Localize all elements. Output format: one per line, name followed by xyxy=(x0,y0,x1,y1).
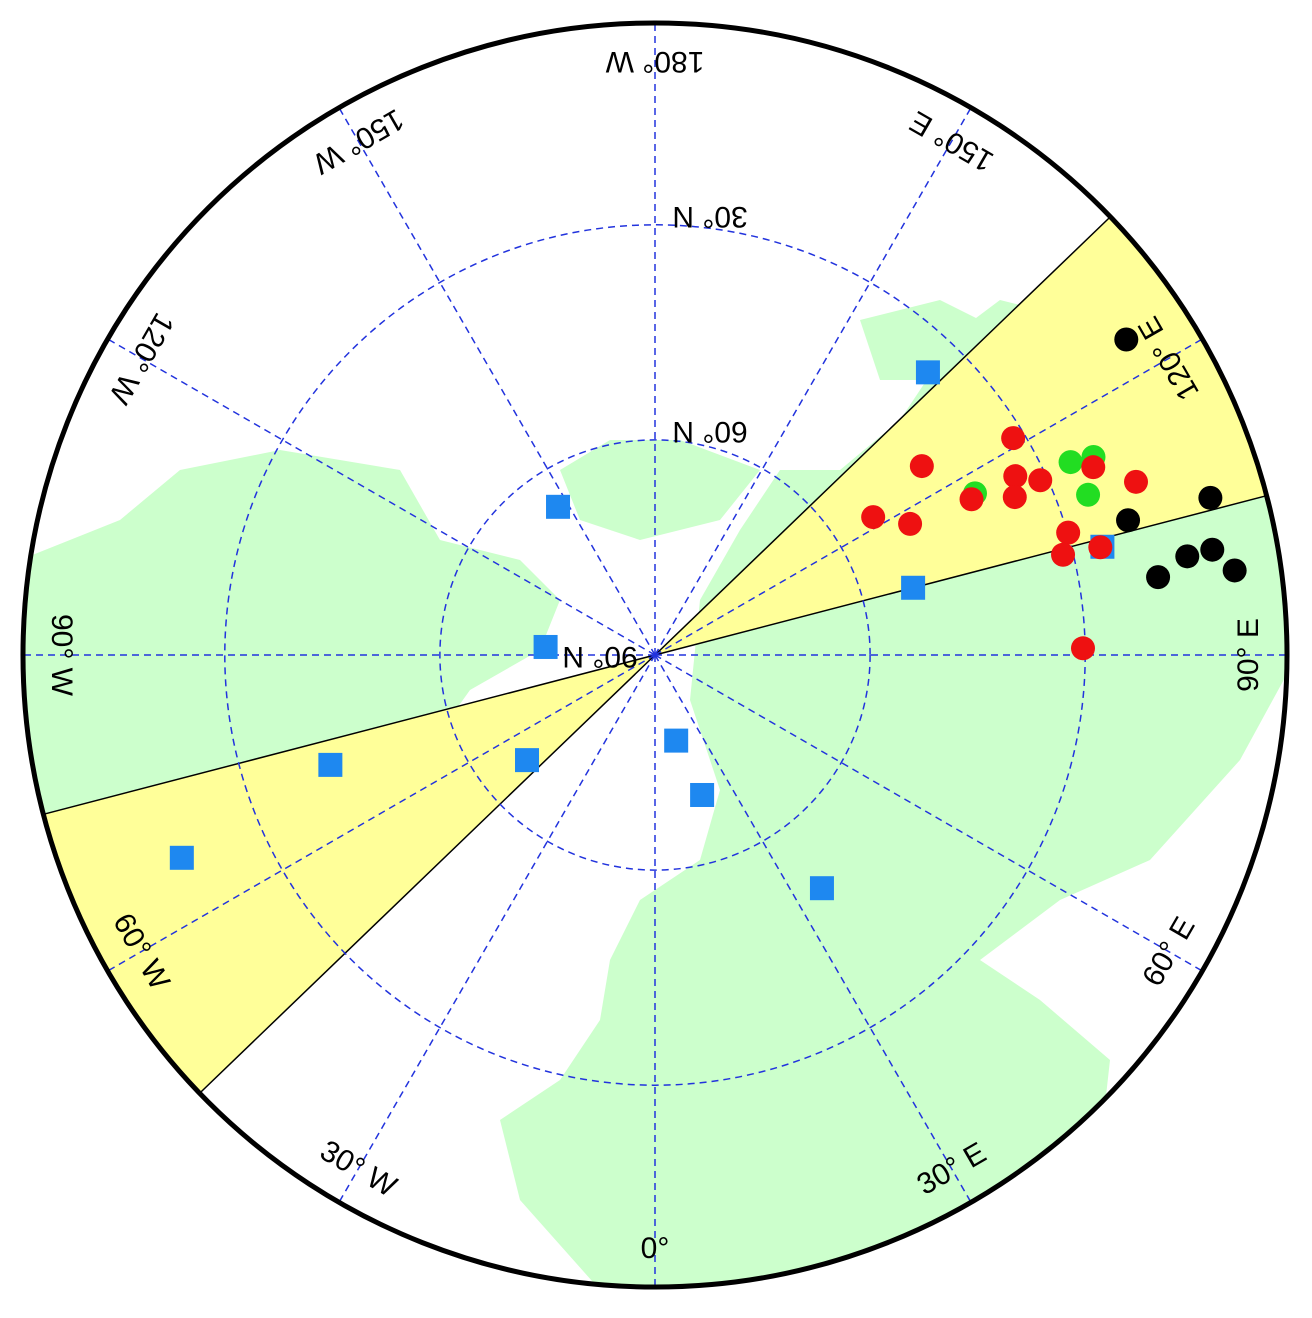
square-marker xyxy=(690,782,715,807)
circle-marker xyxy=(1116,508,1141,533)
square-marker xyxy=(546,494,571,519)
latitude-label: 90° N xyxy=(562,640,637,673)
circle-marker xyxy=(1198,485,1223,510)
latitude-label: 60° N xyxy=(672,415,747,448)
circle-marker xyxy=(1175,544,1200,569)
circle-marker xyxy=(1200,537,1225,562)
markers xyxy=(169,327,1247,901)
longitude-label: 120° W xyxy=(102,307,180,410)
square-marker xyxy=(664,728,689,753)
meridian xyxy=(107,654,656,972)
circle-marker xyxy=(1088,535,1113,560)
meridian xyxy=(654,654,1203,972)
longitude-label: 90° E xyxy=(1232,618,1265,692)
sector xyxy=(38,655,655,1097)
sector xyxy=(655,213,1272,655)
square-marker xyxy=(318,752,343,777)
longitude-label: 150° W xyxy=(307,102,410,180)
circle-marker xyxy=(1076,482,1101,507)
sector-edge xyxy=(654,494,1267,656)
circle-marker xyxy=(1001,426,1026,451)
meridian xyxy=(654,654,972,1203)
circle-marker xyxy=(861,505,886,530)
circle-marker xyxy=(1056,520,1081,545)
meridian xyxy=(338,654,656,1203)
circle-marker xyxy=(1070,636,1095,661)
circle-marker xyxy=(1028,468,1053,493)
circle-marker xyxy=(1051,542,1076,567)
circle-marker xyxy=(1146,565,1171,590)
longitude-label: 90° W xyxy=(45,614,78,697)
circle-marker xyxy=(1123,469,1148,494)
circle-marker xyxy=(898,511,923,536)
circle-marker xyxy=(1003,464,1028,489)
circle-marker xyxy=(1081,455,1106,480)
circle-marker xyxy=(1222,558,1247,583)
meridian xyxy=(654,338,1203,656)
square-marker xyxy=(809,876,834,901)
latitude-circle xyxy=(439,439,871,871)
latitude-label: 30° N xyxy=(672,200,747,233)
square-marker xyxy=(169,845,194,870)
longitude-label: 0° xyxy=(641,1232,670,1265)
sector-edge xyxy=(43,654,656,816)
circle-marker xyxy=(959,487,984,512)
circle-marker xyxy=(1058,450,1083,475)
square-marker xyxy=(515,748,540,773)
square-marker xyxy=(901,575,926,600)
meridian xyxy=(107,338,656,656)
meridian xyxy=(654,107,972,656)
outer-boundary xyxy=(20,20,1290,1290)
meridian xyxy=(338,107,656,656)
square-marker xyxy=(915,360,940,385)
circle-marker xyxy=(1114,327,1139,352)
circle-marker xyxy=(1002,485,1027,510)
sectors xyxy=(38,213,1272,1097)
circle-marker xyxy=(909,454,934,479)
square-marker xyxy=(533,634,558,659)
sector-edge xyxy=(199,654,656,1094)
longitude-label: 60° E xyxy=(1136,912,1201,992)
longitude-label: 180° W xyxy=(605,45,704,78)
sector-edge xyxy=(654,216,1111,656)
